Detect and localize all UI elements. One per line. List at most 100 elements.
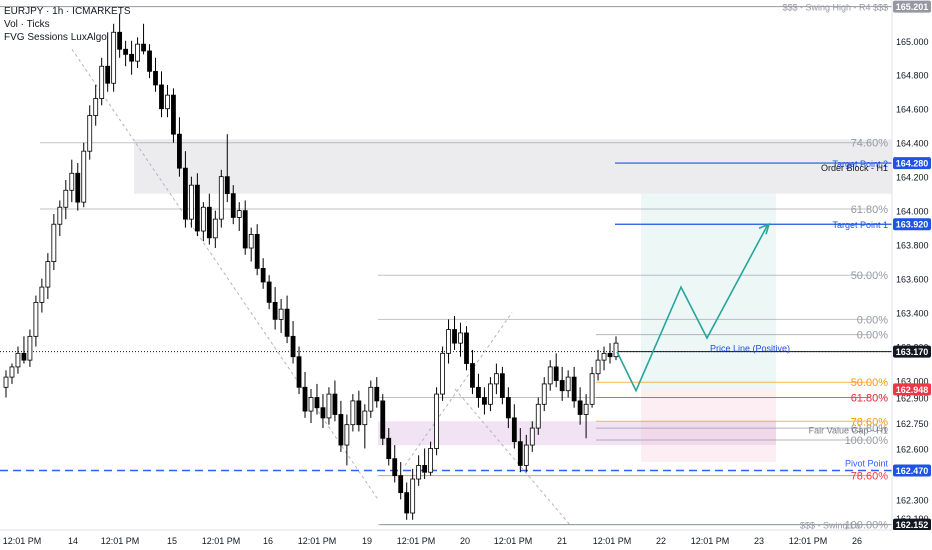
candle	[320, 394, 326, 429]
candle	[117, 13, 123, 58]
candle-body	[553, 366, 559, 381]
candle	[446, 319, 451, 364]
candle	[159, 71, 164, 118]
price-tag-label: 162.948	[896, 385, 929, 395]
candle-body	[51, 223, 57, 263]
time-axis-tick: 12:01 PM	[202, 536, 241, 546]
candle-body	[446, 329, 451, 354]
candle	[99, 57, 105, 106]
candle-body	[535, 403, 541, 429]
price-axis-tick: 162.600	[896, 444, 929, 454]
candle-body	[547, 366, 553, 385]
candle	[242, 200, 248, 255]
candle-body	[428, 448, 434, 473]
candle-body	[613, 342, 619, 358]
price-axis-tick: 162.300	[896, 495, 929, 505]
candle-body	[153, 70, 158, 86]
candle	[75, 163, 81, 211]
candle	[266, 275, 272, 310]
candle-body	[278, 308, 284, 320]
candle-body	[272, 301, 278, 320]
time-axis-tick: 12:01 PM	[789, 536, 828, 546]
candle	[57, 200, 63, 237]
candle-body	[165, 94, 170, 110]
candle	[21, 336, 27, 364]
fib-level-label: 78.60%	[851, 471, 889, 483]
candle-body	[320, 407, 326, 419]
price-axis-tick: 163.600	[896, 275, 929, 285]
candle	[458, 322, 463, 357]
candle	[51, 214, 57, 271]
candle-body	[476, 386, 481, 398]
candle-body	[200, 206, 206, 232]
fib-level-label: 0.00%	[857, 314, 888, 326]
candle	[111, 23, 117, 92]
price-tag	[893, 464, 931, 477]
candle-body	[230, 193, 236, 218]
projection-arrowhead	[758, 222, 771, 235]
target-point-2-label: Target Point 2	[832, 159, 888, 169]
candle	[493, 363, 499, 395]
fib-guide-line	[454, 388, 571, 526]
candle-body	[81, 150, 87, 203]
price-tag	[893, 383, 931, 396]
candle-body	[105, 65, 111, 84]
candle-body	[33, 301, 39, 337]
candle-body	[99, 65, 105, 99]
candle-body	[517, 441, 523, 466]
candle-body	[284, 308, 290, 337]
candle-body	[194, 184, 200, 232]
candle-body	[302, 386, 308, 412]
candle	[332, 380, 338, 422]
price-axis-tick: 163.800	[896, 241, 929, 251]
order-block-label: Order Block - H1	[821, 163, 888, 173]
candle	[236, 202, 242, 232]
fib-level-label: 100.00%	[845, 435, 889, 447]
fvg-label: Fair Value Gap - H1	[809, 425, 888, 435]
time-axis-tick: 16	[263, 536, 273, 546]
candle-body	[332, 393, 338, 415]
candle	[422, 448, 428, 480]
candle-body	[589, 373, 595, 405]
time-axis-bg	[0, 530, 932, 550]
candle-body	[308, 397, 314, 412]
candle-body	[254, 234, 260, 269]
candle-body	[386, 437, 392, 460]
candle-body	[422, 465, 428, 473]
candle	[183, 151, 188, 228]
volume-indicator-legend[interactable]: Vol · Ticks	[4, 19, 50, 30]
fib-level-label: 61.80%	[851, 423, 889, 435]
target-zone	[641, 193, 776, 390]
candle	[200, 202, 206, 242]
price-axis-tick: 162.750	[896, 419, 929, 429]
candle-body	[129, 53, 134, 62]
fvg-indicator-legend[interactable]: FVG Sessions LuxAlgo	[4, 32, 107, 43]
candle-body	[177, 133, 182, 169]
candle	[356, 390, 362, 432]
candle-body	[470, 363, 475, 388]
candle	[464, 326, 469, 371]
fib-level-label: 61.80%	[851, 204, 889, 216]
target-point-1-label: Target Point 1	[832, 220, 888, 230]
candle	[63, 180, 69, 220]
candle	[296, 346, 302, 395]
candle	[386, 428, 392, 466]
candle-body	[499, 373, 505, 398]
candle	[123, 40, 129, 67]
candle-body	[111, 31, 117, 84]
candle	[171, 88, 176, 143]
candle	[488, 377, 493, 412]
candle-body	[541, 383, 547, 405]
candle-body	[356, 400, 362, 426]
candle	[595, 349, 601, 381]
candle-body	[434, 393, 439, 449]
candle-body	[159, 84, 164, 110]
symbol-legend[interactable]: EURJPY · 1h · ICMARKETS	[4, 6, 131, 17]
candle-body	[123, 48, 129, 55]
fib-level-label: 50.00%	[851, 377, 889, 389]
candle	[452, 315, 457, 350]
candle-body	[117, 31, 123, 50]
candle-body	[368, 386, 374, 412]
